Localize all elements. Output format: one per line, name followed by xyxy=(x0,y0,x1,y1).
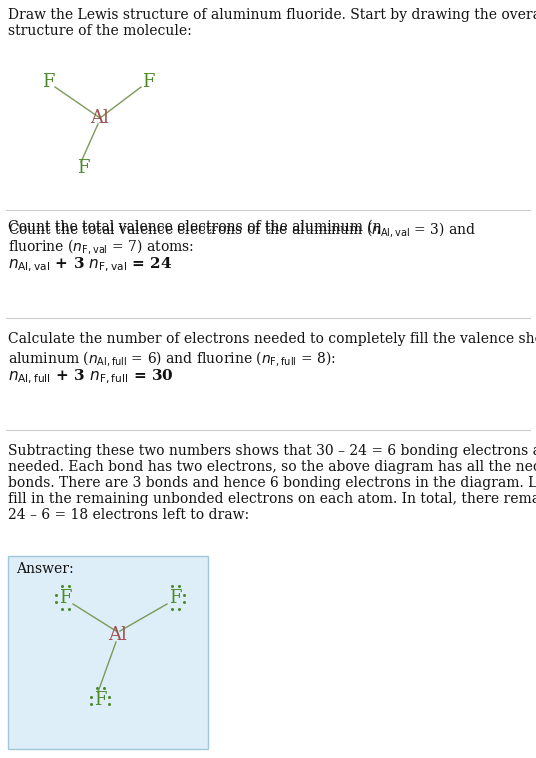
Text: Draw the Lewis structure of aluminum fluoride. Start by drawing the overall: Draw the Lewis structure of aluminum flu… xyxy=(8,8,536,22)
Text: 24 – 6 = 18 electrons left to draw:: 24 – 6 = 18 electrons left to draw: xyxy=(8,508,249,522)
Text: Al: Al xyxy=(109,626,128,644)
Text: fill in the remaining unbonded electrons on each atom. In total, there remain: fill in the remaining unbonded electrons… xyxy=(8,492,536,506)
Text: Subtracting these two numbers shows that 30 – 24 = 6 bonding electrons are: Subtracting these two numbers shows that… xyxy=(8,444,536,458)
Text: F: F xyxy=(169,589,181,607)
Text: F: F xyxy=(94,691,106,709)
Text: Count the total valence electrons of the aluminum (η: Count the total valence electrons of the… xyxy=(8,220,381,234)
Text: fluorine ($n_\mathrm{F,val}$ = 7) atoms:: fluorine ($n_\mathrm{F,val}$ = 7) atoms: xyxy=(8,237,194,256)
Text: Al: Al xyxy=(91,109,109,127)
Text: aluminum ($n_\mathrm{Al,full}$ = 6) and fluorine ($n_\mathrm{F,full}$ = 8):: aluminum ($n_\mathrm{Al,full}$ = 6) and … xyxy=(8,349,336,368)
FancyBboxPatch shape xyxy=(8,556,208,749)
Text: bonds. There are 3 bonds and hence 6 bonding electrons in the diagram. Lastly,: bonds. There are 3 bonds and hence 6 bon… xyxy=(8,476,536,490)
Text: $n_\mathrm{Al,full}$ + 3 $n_\mathrm{F,full}$ = 30: $n_\mathrm{Al,full}$ + 3 $n_\mathrm{F,fu… xyxy=(8,368,174,387)
Text: Count the total valence electrons of the aluminum ($n_\mathrm{Al,val}$ = 3) and: Count the total valence electrons of the… xyxy=(8,220,477,239)
Text: F: F xyxy=(77,159,90,177)
Text: needed. Each bond has two electrons, so the above diagram has all the necessary: needed. Each bond has two electrons, so … xyxy=(8,460,536,474)
Text: F: F xyxy=(59,589,71,607)
Text: Calculate the number of electrons needed to completely fill the valence shells f: Calculate the number of electrons needed… xyxy=(8,332,536,346)
Text: F: F xyxy=(142,73,154,91)
Text: Answer:: Answer: xyxy=(16,562,73,576)
Text: $n_\mathrm{Al,val}$ + 3 $n_\mathrm{F,val}$ = 24: $n_\mathrm{Al,val}$ + 3 $n_\mathrm{F,val… xyxy=(8,256,173,274)
Text: F: F xyxy=(42,73,54,91)
Text: structure of the molecule:: structure of the molecule: xyxy=(8,24,192,38)
